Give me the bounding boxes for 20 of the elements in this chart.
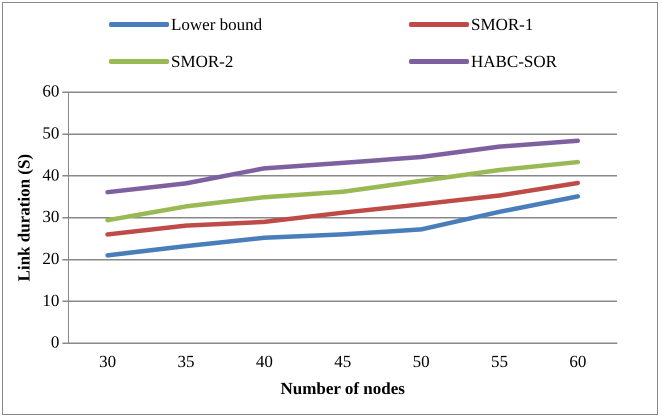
x-axis-title: Number of nodes <box>280 379 406 398</box>
x-tick-label: 55 <box>490 352 508 371</box>
y-tick-label: 10 <box>42 290 60 310</box>
legend-label: SMOR-1 <box>471 14 534 34</box>
y-axis-title: Link duration (S) <box>14 154 34 282</box>
legend-label: HABC-SOR <box>471 52 557 72</box>
legend-label: SMOR-2 <box>171 52 234 72</box>
legend-label: Lower bound <box>171 14 262 34</box>
y-tick-label: 40 <box>42 165 60 184</box>
x-tick-label: 45 <box>334 352 352 371</box>
y-tick-label: 0 <box>50 332 60 352</box>
x-tick-label: 35 <box>177 352 194 371</box>
y-tick-label: 50 <box>42 124 60 142</box>
x-tick-label: 40 <box>256 352 273 371</box>
x-tick-label: 60 <box>569 352 586 371</box>
y-tick-label: 20 <box>42 249 60 268</box>
x-tick-label: 30 <box>99 352 116 371</box>
y-tick-label: 30 <box>42 207 60 226</box>
x-tick-label: 50 <box>412 352 430 371</box>
y-tick-label: 60 <box>42 82 60 101</box>
